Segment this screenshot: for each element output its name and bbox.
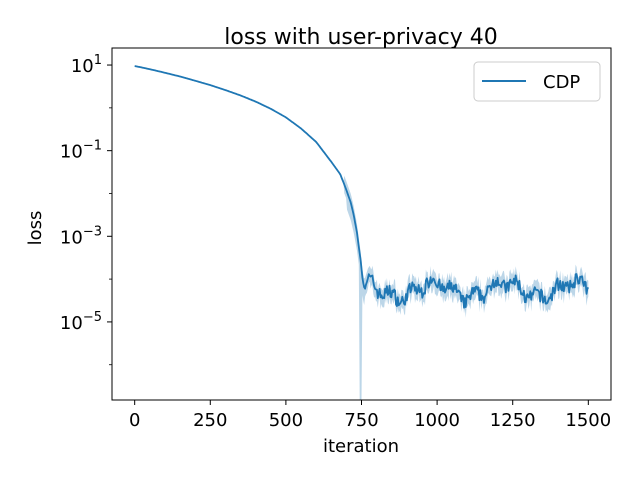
x-tick-label: 1500 bbox=[565, 410, 611, 431]
y-tick-label: 10−1 bbox=[60, 139, 102, 163]
x-tick-label: 1000 bbox=[414, 410, 460, 431]
x-axis: 0 250 500 750 1000 1250 1500 bbox=[129, 400, 611, 431]
y-tick-label: 101 bbox=[71, 53, 102, 77]
chart-title: loss with user-privacy 40 bbox=[224, 25, 497, 50]
x-tick-label: 250 bbox=[193, 410, 227, 431]
y-tick-label: 10−3 bbox=[60, 224, 102, 248]
series-band-cdp bbox=[134, 65, 589, 401]
y-tick-label: 10−5 bbox=[60, 310, 102, 334]
plot-area bbox=[134, 65, 590, 401]
legend-label-cdp: CDP bbox=[543, 72, 580, 93]
series-line-cdp bbox=[134, 65, 590, 309]
y-axis: 101 10−1 10−3 10−5 bbox=[60, 53, 112, 366]
legend-box bbox=[473, 61, 601, 102]
x-tick-label: 0 bbox=[129, 410, 140, 431]
y-axis-label: loss bbox=[25, 211, 46, 246]
x-tick-label: 1250 bbox=[490, 410, 536, 431]
x-tick-label: 500 bbox=[269, 410, 303, 431]
x-tick-label: 750 bbox=[344, 410, 378, 431]
x-axis-label: iteration bbox=[323, 436, 399, 457]
legend: CDP bbox=[473, 61, 601, 102]
